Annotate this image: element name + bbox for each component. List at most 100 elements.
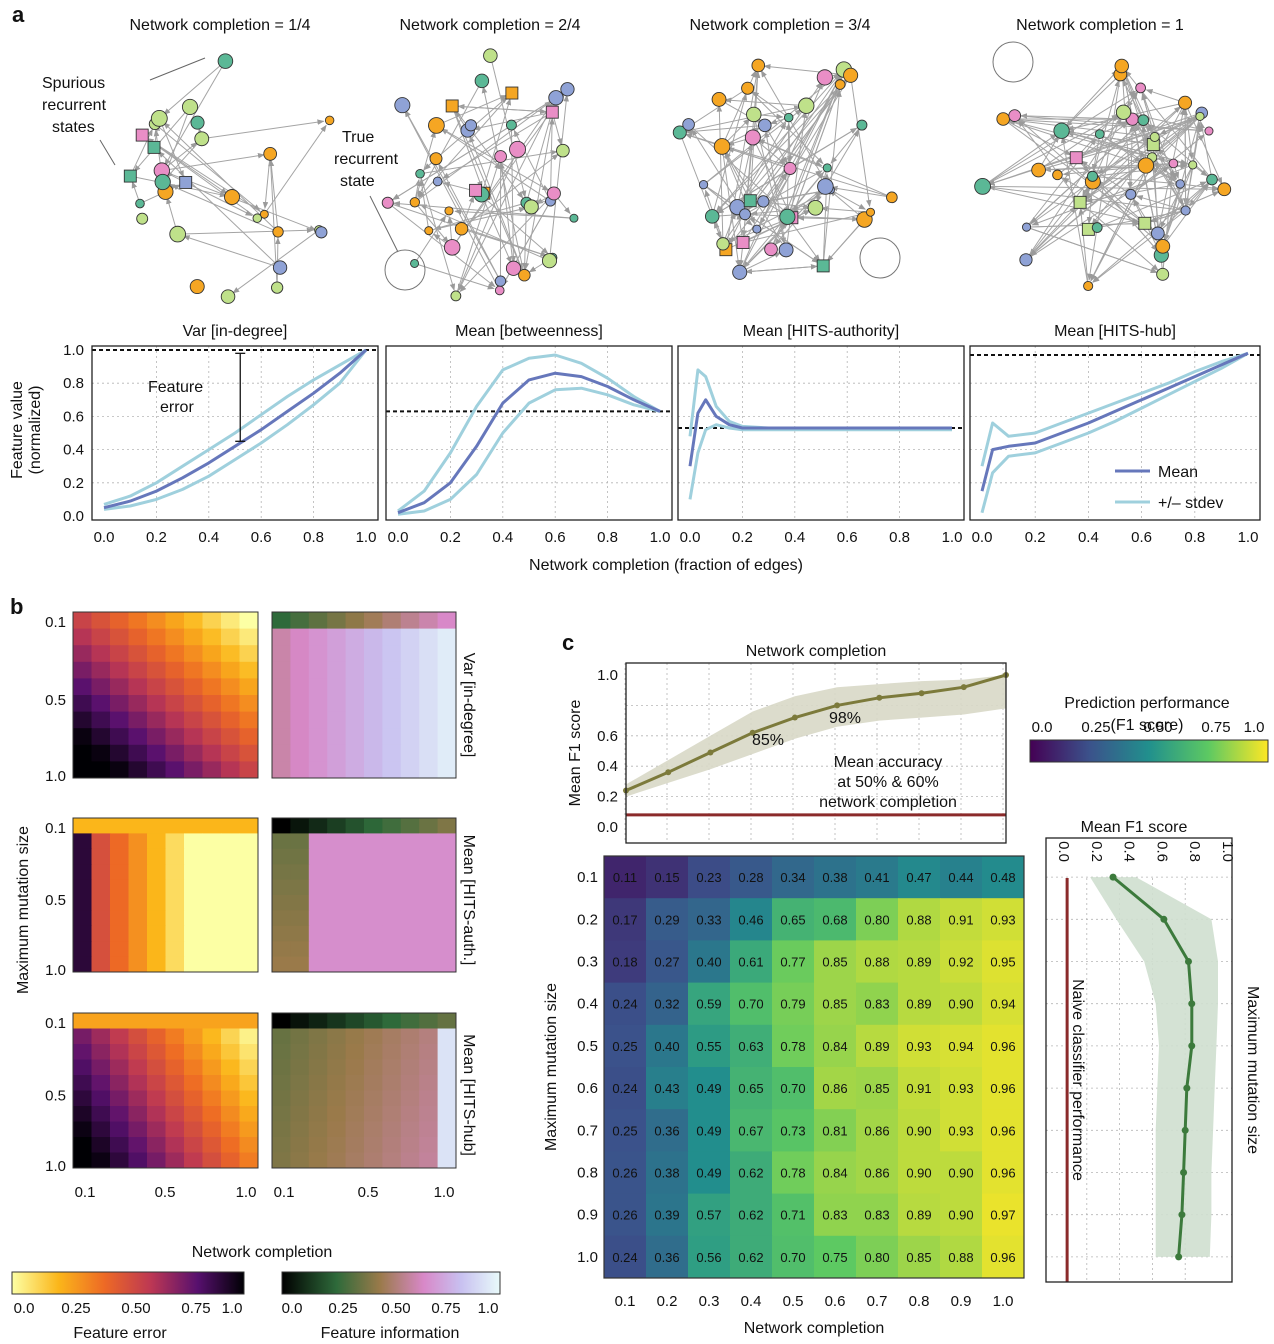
heatmap-value: 0.62 [738, 1208, 763, 1223]
heatmap-cell [308, 1013, 328, 1029]
network-edge [685, 124, 765, 135]
recurrent-state-node [736, 236, 750, 249]
network-edge [793, 84, 841, 213]
heatmap-cell [239, 956, 259, 973]
network-edge [417, 80, 483, 198]
spurious-pointer-2 [99, 139, 116, 166]
network-edge [1080, 160, 1132, 195]
heatmap-cell [382, 628, 402, 646]
heatmap-cell [382, 1137, 402, 1153]
heatmap-cell [898, 1151, 941, 1195]
heatmap-cell [382, 761, 402, 779]
heatmap-cell [400, 1137, 420, 1153]
f1-point [707, 749, 714, 756]
heatmap-cell [128, 941, 148, 958]
heatmap-value: 0.94 [990, 997, 1015, 1012]
heatmap-cell [165, 925, 185, 942]
true-state-circle [859, 237, 901, 279]
heatmap-cell [147, 678, 166, 696]
recurrent-state-node [135, 128, 149, 142]
network-node [1151, 226, 1165, 241]
heatmap-cell [128, 818, 148, 834]
heatmap-cell [400, 1028, 420, 1045]
heatmap-cell [91, 925, 111, 942]
heatmap-cell [202, 848, 222, 865]
heatmap-cell [239, 1121, 259, 1138]
chart-title: Var [in-degree] [183, 323, 288, 340]
heatmap-cell [184, 925, 203, 942]
f1-mean-line [625, 673, 1007, 792]
heatmap-cell [437, 879, 457, 896]
heatmap-cell [184, 1090, 203, 1107]
heatmap-y-tick: 0.2 [577, 911, 598, 928]
heatmap-cell [327, 744, 347, 762]
heatmap-cell [128, 1106, 148, 1122]
heatmap-cell [345, 895, 365, 911]
heatmap-cell [646, 940, 689, 984]
heatmap-cell [110, 645, 129, 663]
network-node [259, 209, 269, 219]
heatmap-cell [272, 1152, 291, 1169]
network-edge [481, 194, 512, 264]
recurrent-state-node [147, 140, 161, 154]
heatmap-value: 0.95 [990, 955, 1015, 970]
heatmap-cell [308, 728, 328, 746]
heatmap-cell [221, 1013, 240, 1029]
naive-classifier-label: Naive classifier performance [1069, 979, 1086, 1181]
network-node [1008, 109, 1022, 122]
heatmap-cell [419, 879, 439, 896]
network-edge [182, 235, 281, 269]
heatmap-value: 0.24 [612, 997, 637, 1012]
heatmap-cell [91, 744, 111, 762]
heatmap-ylabel: Maximum mutation size [543, 983, 560, 1151]
x-tick-label: 0.2 [732, 529, 753, 546]
heatmap-cell [327, 661, 347, 679]
heatmap-cell [239, 1059, 259, 1076]
network-edge [826, 219, 865, 262]
heatmap-cell [327, 833, 347, 850]
heatmap-cell [272, 711, 291, 729]
heatmap-cell [73, 848, 92, 865]
heatmap-cell [382, 678, 402, 696]
heatmap-cell [202, 1152, 222, 1169]
heatmap-cell [345, 956, 365, 973]
network-edge [1087, 74, 1121, 281]
heatmap-cell [184, 910, 203, 927]
heatmap-cell [110, 864, 129, 881]
heatmap-cell [345, 1028, 365, 1045]
heatmap-cell [91, 1059, 111, 1076]
heatmap-cell [345, 1059, 365, 1076]
heatmap-cell [73, 1106, 92, 1122]
x-tick-label: 0.2 [1025, 529, 1046, 546]
heatmap-cell [290, 1044, 310, 1060]
heatmap-cell [91, 941, 111, 958]
heatmap-cell [91, 910, 111, 927]
heatmap-cell [272, 744, 291, 762]
network-node [410, 258, 420, 269]
heatmap-cell [73, 744, 92, 762]
heatmap-cell [940, 982, 983, 1026]
heatmap-cell [165, 695, 185, 713]
network-edge [982, 185, 1219, 192]
heatmap-cell [327, 628, 347, 646]
heatmap-cell [400, 1075, 420, 1091]
network-edge [1030, 116, 1201, 257]
heatmap-cell [364, 761, 383, 779]
heatmap-cell [290, 833, 310, 850]
heatmap-cell [202, 818, 222, 834]
heatmap-value: 0.79 [780, 997, 805, 1012]
network-edge [764, 130, 787, 250]
heatmap-cell [202, 661, 222, 679]
heatmap-cell [202, 879, 222, 896]
heatmap-cell [184, 645, 203, 663]
heatmap-cell [202, 1137, 222, 1153]
heatmap-cell [437, 612, 457, 630]
colorbar-f1-tick: 1.0 [1244, 719, 1265, 736]
heatmap-cell [856, 856, 899, 899]
heatmap-cell [202, 895, 222, 911]
heatmap-cell [940, 898, 983, 941]
heatmap-value: 0.56 [696, 1250, 721, 1265]
network-node [263, 147, 278, 161]
network-edge [161, 152, 265, 172]
heatmap-cell [147, 1059, 166, 1076]
